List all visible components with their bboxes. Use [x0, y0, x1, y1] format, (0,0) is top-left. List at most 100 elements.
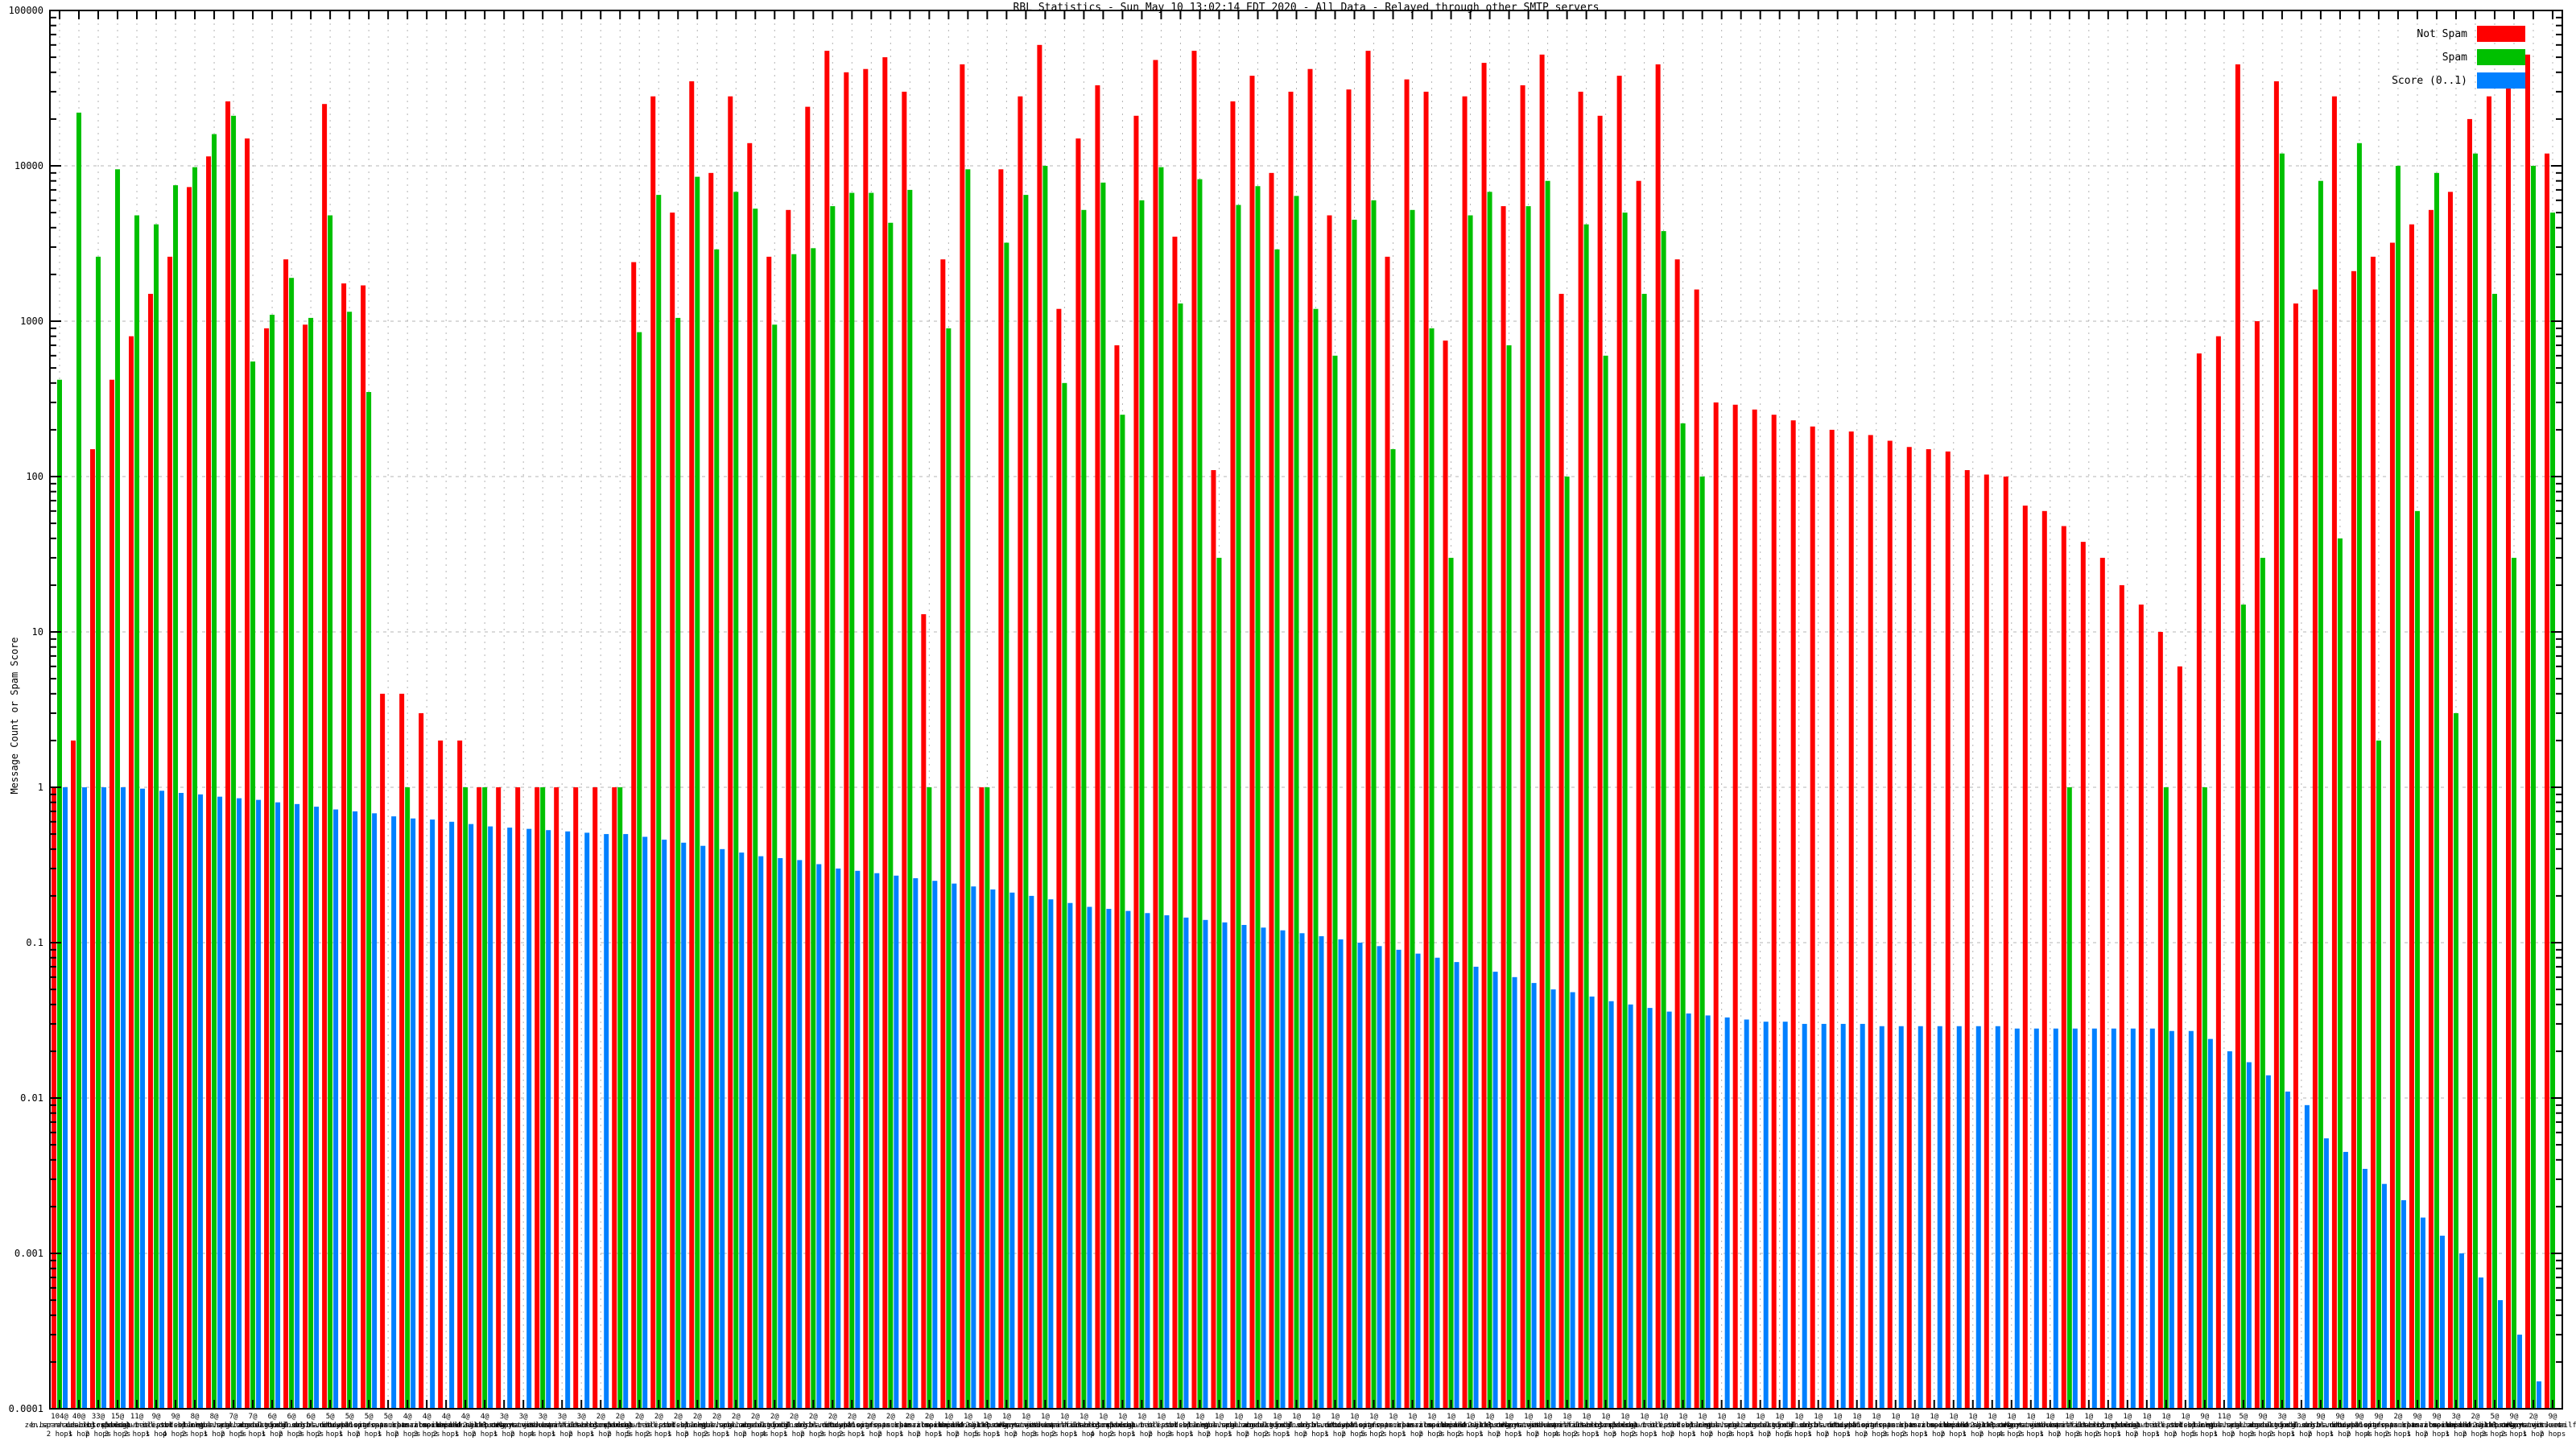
- bar-spam: [1699, 477, 1705, 1409]
- bar-not-spam: [245, 138, 250, 1409]
- x-tick-label: 9@: [2258, 1413, 2267, 1421]
- bar-not-spam: [2447, 192, 2453, 1409]
- x-tick-label: 1@: [1253, 1413, 1262, 1421]
- bar-not-spam: [129, 336, 134, 1410]
- x-tick-label: 2 hops: [433, 1430, 460, 1439]
- x-tick-label: psbl.surriel.com: [102, 1422, 172, 1430]
- x-tick-label: 2 hops: [704, 1430, 730, 1439]
- bar-spam: [733, 192, 739, 1409]
- x-tick-label: 5 hops: [2192, 1430, 2219, 1439]
- bar-not-spam: [380, 693, 386, 1409]
- x-tick-label: 1@: [1524, 1413, 1533, 1421]
- bar-score: [1512, 976, 1517, 1409]
- x-tick-label: pbl.spamhaus.org: [199, 1422, 269, 1430]
- bar-score: [179, 792, 184, 1409]
- bar-not-spam: [2486, 96, 2491, 1410]
- x-tick-label: sbl.spamhaus.org: [1667, 1422, 1737, 1430]
- x-tick-label: dnsbl.dronebl.org: [293, 1422, 367, 1430]
- x-tick-label: 1@: [2026, 1413, 2035, 1421]
- bar-not-spam: [2524, 54, 2530, 1409]
- x-tick-label: 2 hops: [2134, 1430, 2161, 1439]
- x-tick-label: 1@: [1601, 1413, 1610, 1421]
- x-tick-label: pbl.spamhaus.org: [1203, 1422, 1274, 1430]
- bar-not-spam: [2254, 321, 2260, 1409]
- bar-spam: [675, 317, 681, 1410]
- bar-not-spam: [477, 787, 482, 1409]
- bar-not-spam: [2544, 153, 2549, 1409]
- bar-not-spam: [71, 740, 76, 1409]
- bar-spam: [231, 115, 237, 1410]
- x-tick-label: dyna.spamrats.com: [834, 1422, 908, 1430]
- x-tick-label: 3@: [2277, 1413, 2286, 1421]
- x-tick-label: 2 hops: [317, 1430, 344, 1439]
- x-tick-label: 1 hop: [1131, 1430, 1153, 1439]
- x-tick-label: 2 hops: [2347, 1430, 2373, 1439]
- bar-not-spam: [998, 169, 1004, 1410]
- bar-spam: [2395, 166, 2401, 1409]
- bar-not-spam: [2389, 242, 2395, 1409]
- bar-score: [1898, 1026, 1904, 1409]
- x-tick-label: relays.visi.com: [2500, 1422, 2566, 1430]
- x-tick-label: 2@: [712, 1413, 721, 1421]
- x-tick-label: 2 hops: [1245, 1430, 1271, 1439]
- bar-not-spam: [805, 106, 811, 1409]
- x-tick-label: 6@: [307, 1413, 316, 1421]
- x-tick-label: dnsbl.dronebl.org: [795, 1422, 869, 1430]
- bar-not-spam: [1018, 96, 1023, 1410]
- bar-not-spam: [283, 259, 289, 1410]
- x-tick-label: 1 hop: [1228, 1430, 1249, 1439]
- bar-score: [2265, 1075, 2271, 1409]
- x-tick-label: 2@: [693, 1413, 702, 1421]
- bar-score: [797, 860, 803, 1409]
- bar-score: [2401, 1199, 2406, 1409]
- x-tick-label: db.wpbl.info: [1831, 1422, 1883, 1430]
- x-tick-label: 1 hop: [2116, 1430, 2138, 1439]
- bar-score: [2227, 1051, 2232, 1409]
- bar-score: [913, 877, 919, 1409]
- bar-not-spam: [1674, 259, 1680, 1410]
- legend-item-not-spam: Not Spam: [2417, 26, 2525, 42]
- bar-score: [1956, 1026, 1962, 1409]
- bar-spam: [2549, 213, 2555, 1410]
- bar-score: [1029, 895, 1034, 1409]
- bar-score: [1067, 902, 1073, 1409]
- bar-not-spam: [1520, 85, 1525, 1410]
- x-tick-label: psbl.surriel.com: [1107, 1422, 1177, 1430]
- y-tick-label: 0.001: [14, 1248, 43, 1259]
- bar-not-spam: [960, 64, 965, 1410]
- bar-spam: [1564, 477, 1570, 1409]
- bar-not-spam: [573, 787, 579, 1409]
- x-tick-label: ix.dnsbl.manitu.net: [1777, 1422, 1860, 1430]
- x-tick-label: 1@: [1060, 1413, 1069, 1421]
- bar-score: [82, 787, 88, 1409]
- bar-spam: [1680, 423, 1686, 1410]
- x-tick-label: 1@: [964, 1413, 972, 1421]
- x-tick-label: 1@: [1833, 1413, 1842, 1421]
- x-tick-label: 2 hops: [742, 1430, 769, 1439]
- bar-spam: [1506, 345, 1512, 1409]
- bar-score: [1840, 1023, 1846, 1409]
- bar-spam: [1062, 382, 1067, 1409]
- bar-spam: [463, 787, 469, 1409]
- x-tick-label: 3 hops: [1167, 1430, 1194, 1439]
- x-tick-label: 2 hops: [839, 1430, 865, 1439]
- bar-not-spam: [1829, 429, 1835, 1410]
- x-tick-label: 3@: [2297, 1413, 2306, 1421]
- bar-not-spam: [1810, 426, 1815, 1409]
- bar-score: [546, 830, 551, 1409]
- x-tick-label: psbl.surriel.com: [2112, 1422, 2182, 1430]
- bar-spam: [907, 189, 913, 1409]
- x-tick-label: dul.dnsbl.sorbs.net: [753, 1422, 836, 1430]
- x-tick-label: sbl.spamhaus.org: [663, 1422, 733, 1430]
- x-tick-label: 3 hops: [1032, 1430, 1059, 1439]
- x-tick-label: pbl.spamhaus.org: [1706, 1422, 1776, 1430]
- y-tick-label: 1: [38, 782, 43, 793]
- bar-score: [1164, 915, 1170, 1409]
- bar-not-spam: [1887, 440, 1893, 1409]
- bar-not-spam: [1501, 206, 1506, 1410]
- bar-not-spam: [1771, 415, 1777, 1410]
- bar-not-spam: [2505, 80, 2511, 1409]
- y-tick-label: 10000: [14, 160, 43, 171]
